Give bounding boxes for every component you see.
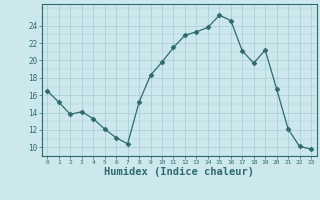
X-axis label: Humidex (Indice chaleur): Humidex (Indice chaleur)	[104, 167, 254, 177]
